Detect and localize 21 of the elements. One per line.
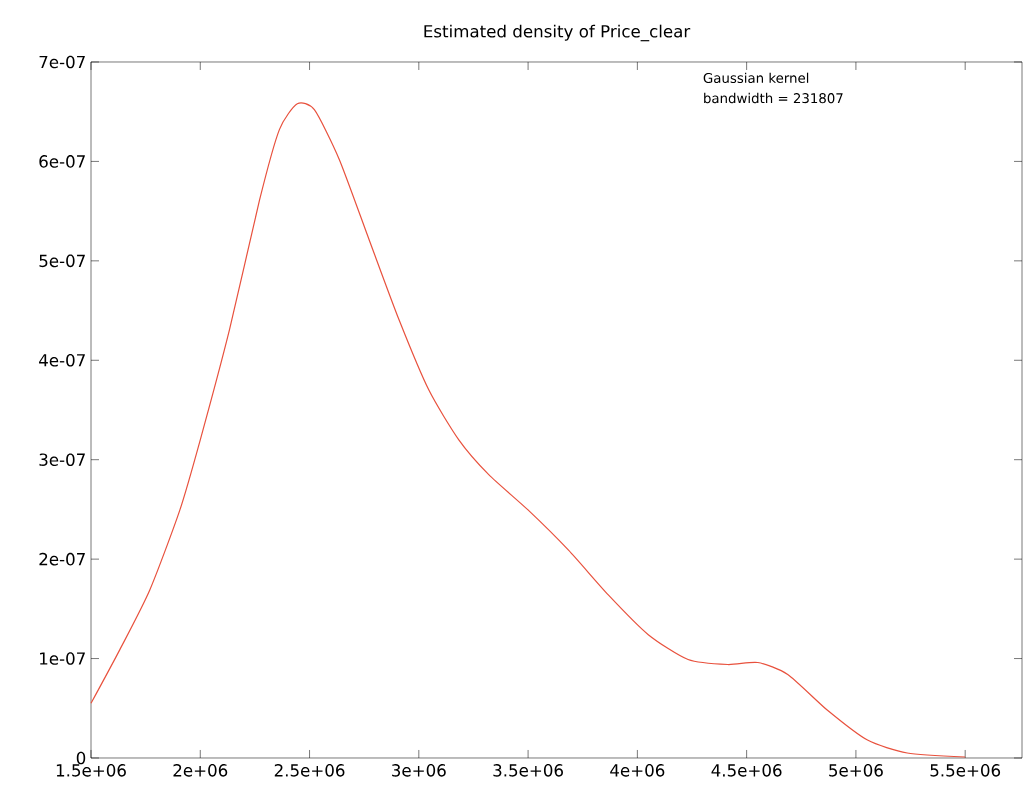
- y-tick-label: 4e-07: [39, 353, 85, 367]
- y-tick-label: 6e-07: [39, 155, 85, 168]
- x-tick-label: 5e+06: [829, 764, 883, 777]
- y-tick-label: 1e-07: [40, 652, 85, 665]
- x-tick-label: 5.5e+06: [930, 764, 1001, 777]
- annotation: bandwidth = 231807: [704, 92, 843, 104]
- y-tick-label: 0: [76, 751, 86, 765]
- y-tick-label: 7e-07: [39, 55, 85, 69]
- y-tick-label: 5e-07: [39, 254, 85, 268]
- x-tick-label: 4e+06: [610, 764, 665, 777]
- x-tick-label: 4.5e+06: [711, 764, 782, 777]
- line-series: [90, 102, 966, 758]
- annotation: Gaussian kernel: [703, 72, 809, 84]
- x-tick-label: 3.5e+06: [493, 764, 563, 777]
- x-tick-label: 2e+06: [173, 764, 228, 777]
- x-tick-label: 3e+06: [392, 764, 446, 777]
- chart-title: Estimated density of Price_clear: [424, 24, 691, 42]
- y-tick-label: 3e-07: [39, 453, 85, 466]
- y-tick-label: 2e-07: [39, 552, 85, 566]
- x-tick-label: 2.5e+06: [274, 764, 345, 777]
- x-tick-label: 1.5e+06: [56, 764, 126, 777]
